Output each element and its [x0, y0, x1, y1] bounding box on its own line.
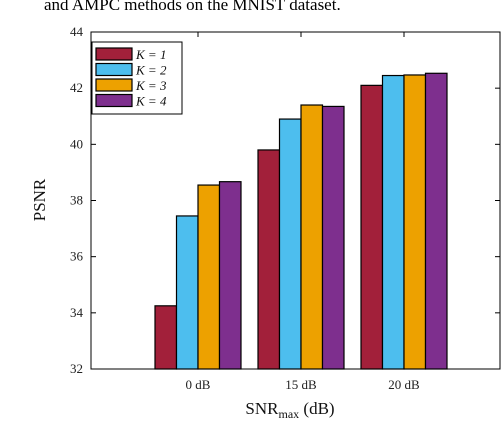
bar-1-3: [360, 84, 384, 370]
x-tick-label: 15 dB: [285, 377, 317, 392]
legend-swatch-3: [95, 78, 133, 92]
figure-caption: and AMPC methods on the MNIST dataset.: [44, 0, 341, 14]
y-axis: 32 34 36 38 40 42 44: [70, 24, 500, 376]
legend-swatch-1: [95, 47, 133, 61]
y-axis-label: PSNR: [30, 178, 49, 221]
x-axis-label-main: SNR: [245, 399, 279, 418]
legend-label-2: K = 2: [135, 63, 167, 78]
bar-4-3: [424, 72, 448, 370]
x-axis-label-subscript: max: [278, 407, 299, 421]
y-tick-label: 38: [70, 193, 83, 208]
y-tick-label: 32: [70, 361, 83, 376]
x-axis-label-unit: (dB): [299, 399, 334, 418]
legend-swatch-4: [95, 93, 133, 108]
bar-2-3: [381, 74, 405, 370]
x-axis-label: SNRmax (dB): [245, 399, 334, 421]
bars-group: [154, 72, 448, 370]
legend-label-1: K = 1: [135, 47, 166, 62]
bar-1-1: [154, 305, 178, 370]
bar-4-1: [218, 181, 242, 370]
legend-label-4: K = 4: [135, 94, 167, 109]
bar-3-1: [197, 184, 221, 370]
x-tick-label: 20 dB: [388, 377, 420, 392]
bar-2-2: [278, 118, 302, 370]
legend-swatch-2: [95, 62, 133, 77]
y-tick-label: 44: [70, 24, 84, 39]
bar-1-2: [257, 149, 281, 370]
y-tick-label: 42: [70, 80, 83, 95]
bar-4-2: [321, 105, 345, 370]
y-tick-label: 36: [70, 249, 84, 264]
legend-label-3: K = 3: [135, 78, 167, 93]
x-tick-label: 0 dB: [186, 377, 211, 392]
bar-3-3: [403, 74, 427, 370]
legend: K = 1K = 2K = 3K = 4: [91, 41, 183, 115]
bar-2-1: [175, 215, 199, 370]
y-tick-label: 40: [70, 136, 83, 151]
x-axis: 0 dB 15 dB 20 dB: [186, 32, 420, 392]
y-tick-label: 34: [70, 305, 84, 320]
bar-3-2: [300, 104, 324, 370]
